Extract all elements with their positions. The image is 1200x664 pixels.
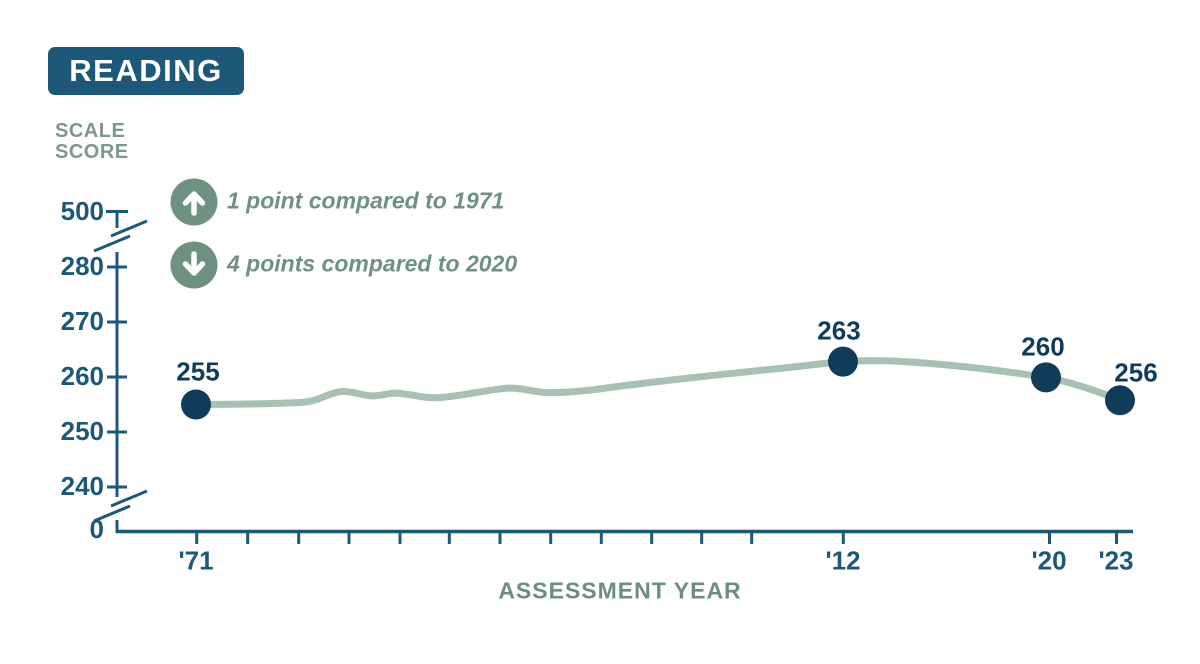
y-axis-break-upper-icon (93, 219, 148, 253)
y-tick-label-0: 0 (89, 513, 104, 544)
value-label-2023: 256 (1114, 357, 1158, 388)
x-axis (115, 529, 1133, 544)
annotation-vs-1971: 1 point compared to 1971 (227, 187, 505, 214)
y-tick-label-270: 270 (60, 305, 104, 336)
y-tick-label-250: 250 (60, 415, 104, 446)
annotation-vs-2020: 4 points compared to 2020 (227, 250, 518, 277)
value-label-2012: 263 (817, 315, 861, 346)
data-point-2012 (828, 346, 858, 377)
x-tick-label-71: '71 (178, 545, 214, 576)
data-point-2020 (1031, 362, 1061, 393)
y-tick-label-500: 500 (60, 195, 104, 226)
y-axis-title-line1: SCALE (55, 120, 126, 142)
annotation-icons (170, 178, 218, 289)
value-label-1971: 255 (176, 356, 220, 387)
y-axis-break-lower-icon (93, 489, 148, 523)
y-axis-title: SCALE SCORE (55, 121, 129, 163)
trend-line (192, 357, 1124, 408)
x-tick-label-12: '12 (825, 545, 861, 576)
arrow-up-icon (182, 191, 206, 216)
y-tick-label-240: 240 (60, 470, 104, 501)
data-point-2023 (1105, 385, 1135, 416)
title-badge-label: READING (69, 53, 223, 88)
x-tick-label-20: '20 (1031, 545, 1067, 576)
y-tick-label-280: 280 (60, 250, 104, 281)
data-point-1971 (181, 389, 211, 420)
x-tick-label-23: '23 (1098, 545, 1134, 576)
value-label-2020: 260 (1021, 331, 1065, 362)
x-axis-title: ASSESSMENT YEAR (498, 577, 742, 604)
x-axis-ticks (195, 531, 1118, 544)
y-axis (93, 210, 148, 533)
y-tick-label-260: 260 (60, 360, 104, 391)
data-points (181, 346, 1135, 420)
y-axis-title-line2: SCORE (55, 141, 129, 163)
title-badge: READING (48, 47, 244, 95)
arrow-down-icon (182, 251, 206, 276)
